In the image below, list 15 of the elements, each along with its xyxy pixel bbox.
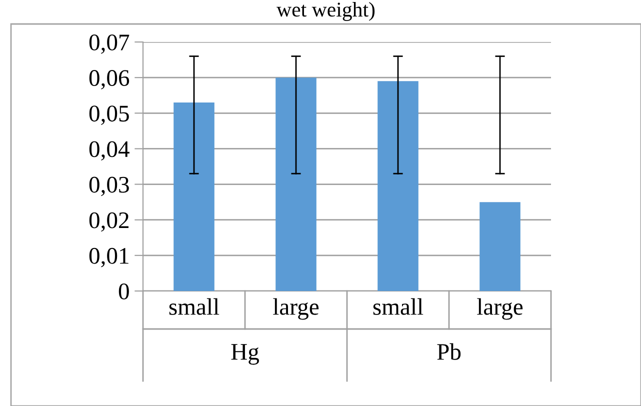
text: Pb [437, 343, 461, 360]
y-tick-label: 0 [118, 283, 129, 300]
y-tick-label: 0,05 [89, 106, 129, 125]
x-tick-label: large [273, 298, 319, 320]
x-tick-label: large [477, 298, 523, 320]
y-tick-label: 0,07 [89, 34, 130, 54]
x-tick-label: small [169, 298, 220, 315]
chart-title: wet weight) [276, 2, 375, 21]
text: Hg [231, 344, 259, 365]
y-tick-label: 0,01 [89, 248, 128, 268]
y-tick-label: 0,06 [89, 70, 130, 90]
y-tick-label: 0,04 [89, 141, 130, 161]
y-tick-label: 0,03 [89, 176, 129, 196]
y-tick-label: 0,02 [89, 212, 129, 232]
x-tick-label: small [373, 298, 424, 315]
